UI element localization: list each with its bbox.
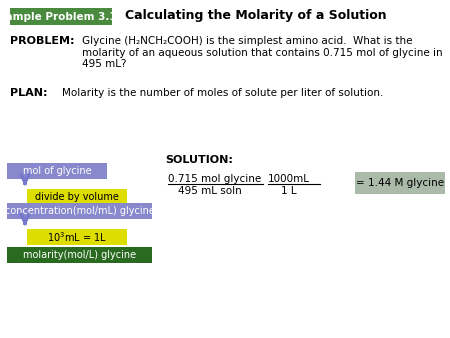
Text: SOLUTION:: SOLUTION: (165, 155, 233, 165)
Text: Sample Problem 3.12: Sample Problem 3.12 (0, 11, 124, 22)
Text: PROBLEM:: PROBLEM: (10, 36, 75, 46)
Text: 495 mL soln: 495 mL soln (178, 186, 242, 196)
Text: molarity(mol/L) glycine: molarity(mol/L) glycine (23, 250, 136, 260)
Text: = 1.44 M glycine: = 1.44 M glycine (356, 178, 444, 188)
FancyBboxPatch shape (355, 172, 445, 194)
FancyBboxPatch shape (7, 163, 107, 179)
Text: PLAN:: PLAN: (10, 88, 48, 98)
FancyBboxPatch shape (27, 229, 127, 245)
Text: 0.715 mol glycine: 0.715 mol glycine (168, 174, 261, 184)
Text: mol of glycine: mol of glycine (22, 166, 91, 176)
FancyBboxPatch shape (10, 8, 112, 25)
FancyBboxPatch shape (7, 247, 152, 263)
FancyBboxPatch shape (27, 189, 127, 205)
Text: Calculating the Molarity of a Solution: Calculating the Molarity of a Solution (125, 9, 387, 22)
Text: Glycine (H₂NCH₂COOH) is the simplest amino acid.  What is the
molarity of an aqu: Glycine (H₂NCH₂COOH) is the simplest ami… (82, 36, 443, 69)
Text: divide by volume: divide by volume (35, 192, 119, 202)
Text: Molarity is the number of moles of solute per liter of solution.: Molarity is the number of moles of solut… (62, 88, 383, 98)
Text: concentration(mol/mL) glycine: concentration(mol/mL) glycine (4, 206, 154, 216)
Text: 1 L: 1 L (281, 186, 297, 196)
FancyBboxPatch shape (7, 203, 152, 219)
Text: 1000mL: 1000mL (268, 174, 310, 184)
Text: $10^3$mL = 1L: $10^3$mL = 1L (47, 230, 107, 244)
